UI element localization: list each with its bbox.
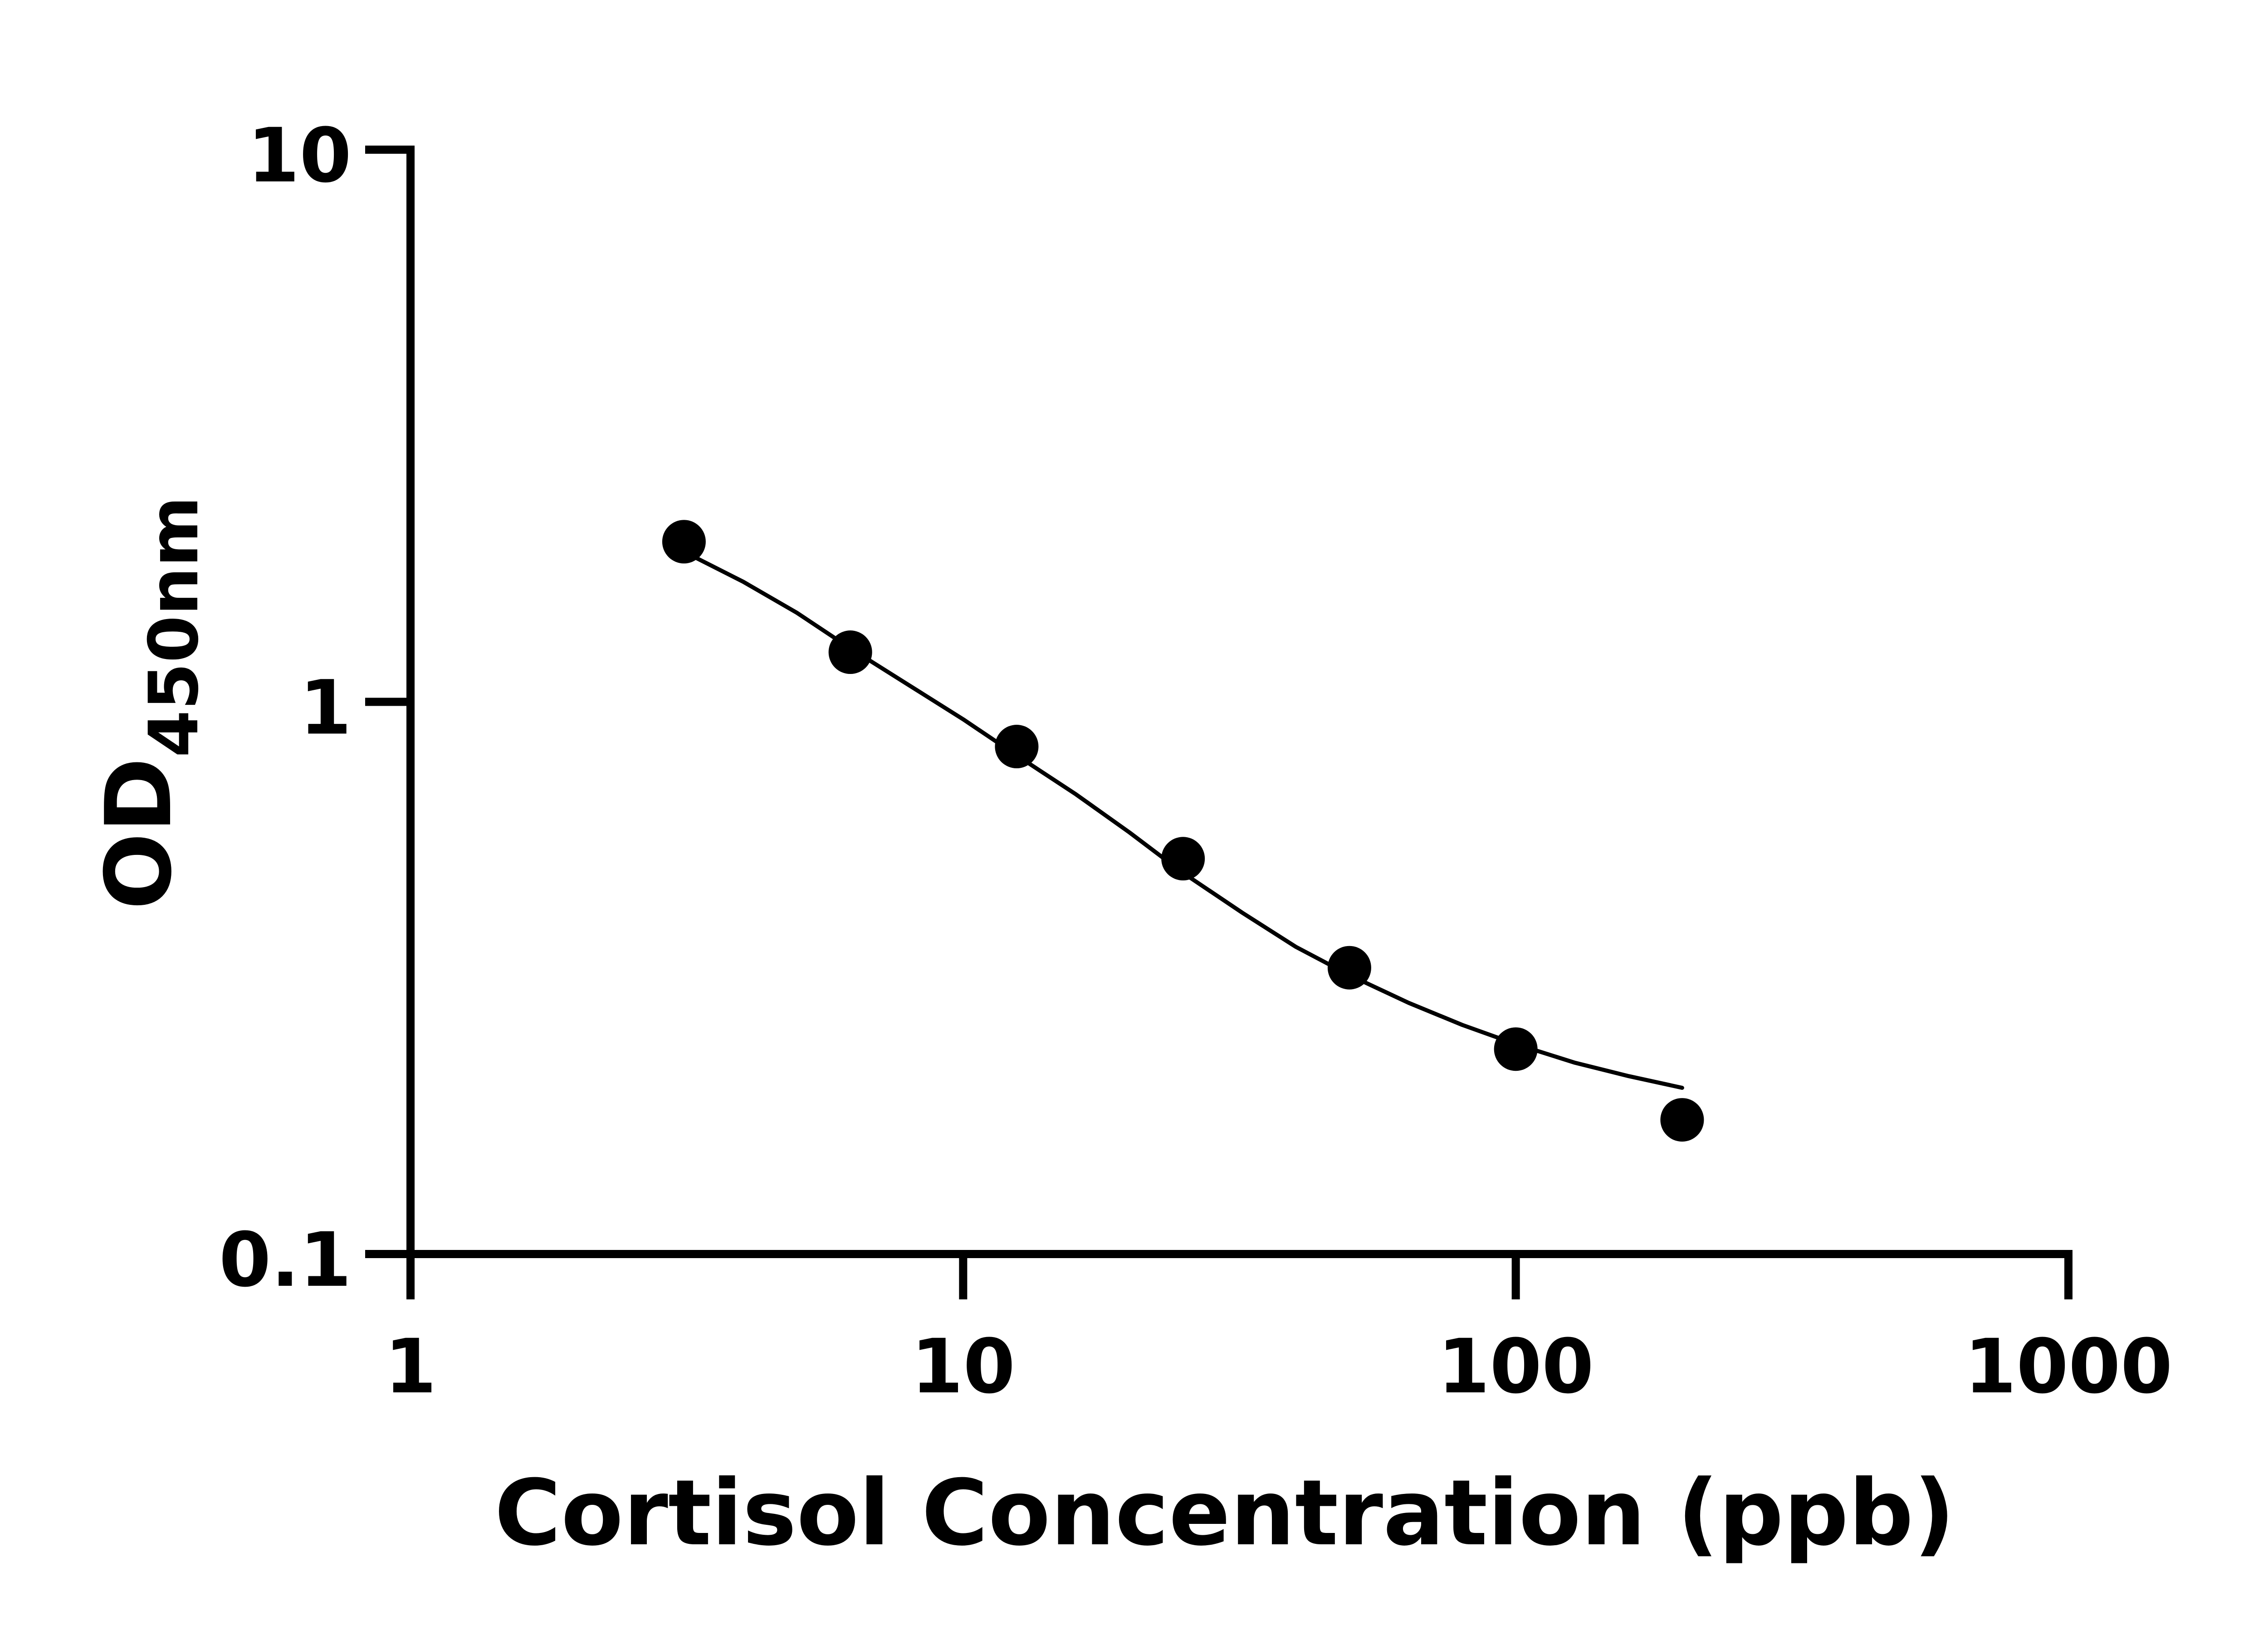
x-tick-label-10: 10 <box>911 1323 1016 1410</box>
axis-labels: Cortisol Concentration (ppb) OD450nm <box>86 496 1955 1566</box>
y-tick-label-0.1: 0.1 <box>219 1216 352 1303</box>
x-tick-label-100: 100 <box>1437 1323 1593 1410</box>
fit-curve-layer <box>682 550 1684 1090</box>
tick-marks <box>365 146 2072 1299</box>
data-point <box>1494 1027 1538 1071</box>
fit-curve <box>682 550 1684 1090</box>
data-point <box>1660 1098 1704 1142</box>
tick-labels: 1 10 100 1000 0.1 1 10 <box>219 112 2173 1410</box>
axes <box>406 146 2072 1262</box>
data-point <box>995 725 1039 769</box>
data-point <box>662 520 706 564</box>
x-tick-label-1: 1 <box>385 1323 437 1410</box>
y-tick-label-1: 1 <box>299 664 352 752</box>
y-axis-label-main: OD <box>86 757 192 910</box>
x-axis-label: Cortisol Concentration (ppb) <box>494 1460 1955 1566</box>
data-point <box>1161 837 1205 881</box>
y-tick-label-10: 10 <box>247 112 352 199</box>
y-axis-label-subscript: 450nm <box>135 496 214 757</box>
data-point <box>1327 946 1371 990</box>
data-points <box>662 520 1704 1142</box>
y-axis-label: OD450nm <box>86 496 214 910</box>
x-tick-label-1000: 1000 <box>1964 1323 2172 1410</box>
data-point <box>828 630 872 674</box>
